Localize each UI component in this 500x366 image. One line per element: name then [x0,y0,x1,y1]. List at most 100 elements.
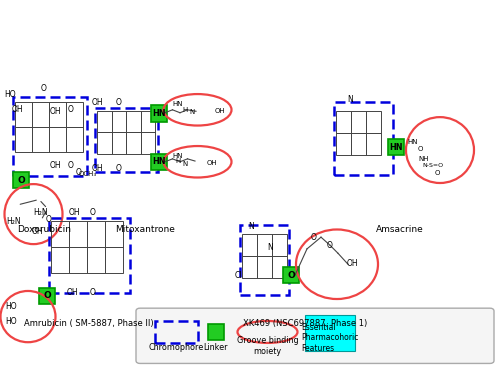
Text: O: O [311,233,317,242]
Bar [69,221,87,247]
Bar [66,102,83,127]
Text: HN: HN [389,143,403,152]
Text: O: O [116,98,121,107]
Text: Linker: Linker [204,343,228,352]
Bar [126,132,140,154]
Text: N: N [267,243,273,252]
Bar [336,111,351,133]
Text: OH: OH [214,108,226,113]
FancyBboxPatch shape [151,154,167,170]
Text: H: H [175,158,180,164]
Text: HO: HO [4,90,16,99]
Text: O: O [41,84,47,93]
Text: O: O [418,146,422,152]
Text: HO: HO [5,302,17,311]
Bar [272,234,287,256]
FancyBboxPatch shape [39,288,55,304]
Text: XK469 (NSC697887, Phase 1): XK469 (NSC697887, Phase 1) [243,319,367,328]
Text: Groove binding
moiety: Groove binding moiety [236,336,298,356]
Bar [242,234,257,256]
Bar [87,247,105,273]
Bar [257,256,272,278]
Text: HO: HO [5,317,17,326]
Bar [336,133,351,155]
Text: O: O [43,291,51,300]
Text: HN: HN [172,153,183,158]
Text: N: N [347,95,353,104]
Text: Chromophore: Chromophore [149,343,204,352]
FancyBboxPatch shape [283,267,299,283]
Text: O: O [46,215,52,224]
Bar [366,111,381,133]
Bar [272,256,287,278]
Bar [15,127,32,152]
Text: O: O [327,242,333,250]
FancyBboxPatch shape [305,315,354,351]
Text: O: O [68,161,73,170]
Text: NH: NH [419,156,429,162]
Bar [15,102,32,127]
Text: HN: HN [408,139,418,145]
FancyBboxPatch shape [151,105,167,122]
Text: OH: OH [68,208,80,217]
Text: O: O [287,271,295,280]
Bar [97,111,112,132]
Text: O: O [17,176,25,184]
Bar [140,132,155,154]
Text: HN: HN [152,109,166,118]
FancyBboxPatch shape [208,324,224,340]
Bar [112,132,126,154]
Text: O: O [116,164,121,173]
Bar [242,256,257,278]
Text: OH: OH [66,288,78,297]
Bar [87,221,105,247]
Text: Cl: Cl [234,271,242,280]
Bar [351,133,366,155]
Text: OH: OH [32,227,44,236]
Text: O: O [68,105,73,114]
Text: Essential
Pharmacohoric
Features: Essential Pharmacohoric Features [302,323,358,352]
Bar [69,247,87,273]
Text: Amrubicin ( SM-5887, Phase II): Amrubicin ( SM-5887, Phase II) [24,319,154,328]
Text: OCH₃: OCH₃ [78,171,96,177]
Text: OH: OH [92,164,104,173]
Text: N-S=O: N-S=O [422,163,443,168]
Bar [112,111,126,132]
Text: O: O [90,288,96,297]
Bar [32,127,49,152]
FancyBboxPatch shape [388,139,404,155]
Text: HN: HN [152,157,166,166]
Bar [257,234,272,256]
Bar [51,221,69,247]
Bar [51,247,69,273]
Text: O: O [90,208,96,217]
Bar [97,132,112,154]
Text: H: H [182,107,188,113]
Text: OH: OH [92,98,104,107]
Text: Doxorubicin: Doxorubicin [17,225,71,234]
Text: H₂N: H₂N [6,217,22,226]
Text: O: O [435,170,440,176]
Text: O: O [76,168,82,176]
Bar [32,102,49,127]
Bar [49,127,66,152]
Text: N: N [190,109,195,115]
Text: Amsacrine: Amsacrine [376,225,424,234]
Text: HN: HN [172,101,183,107]
Bar [366,133,381,155]
Text: OH: OH [346,259,358,268]
Bar [49,102,66,127]
Text: OH: OH [206,160,218,166]
Bar [126,111,140,132]
Text: N: N [248,223,254,231]
Text: OH: OH [50,161,62,170]
Bar [66,127,83,152]
Bar [140,111,155,132]
Text: OH: OH [11,105,23,114]
Bar [351,111,366,133]
Text: N: N [182,161,188,167]
Text: H₂N: H₂N [34,208,48,217]
Text: OH: OH [50,107,62,116]
Text: Mitoxantrone: Mitoxantrone [115,225,175,234]
FancyBboxPatch shape [13,172,29,188]
